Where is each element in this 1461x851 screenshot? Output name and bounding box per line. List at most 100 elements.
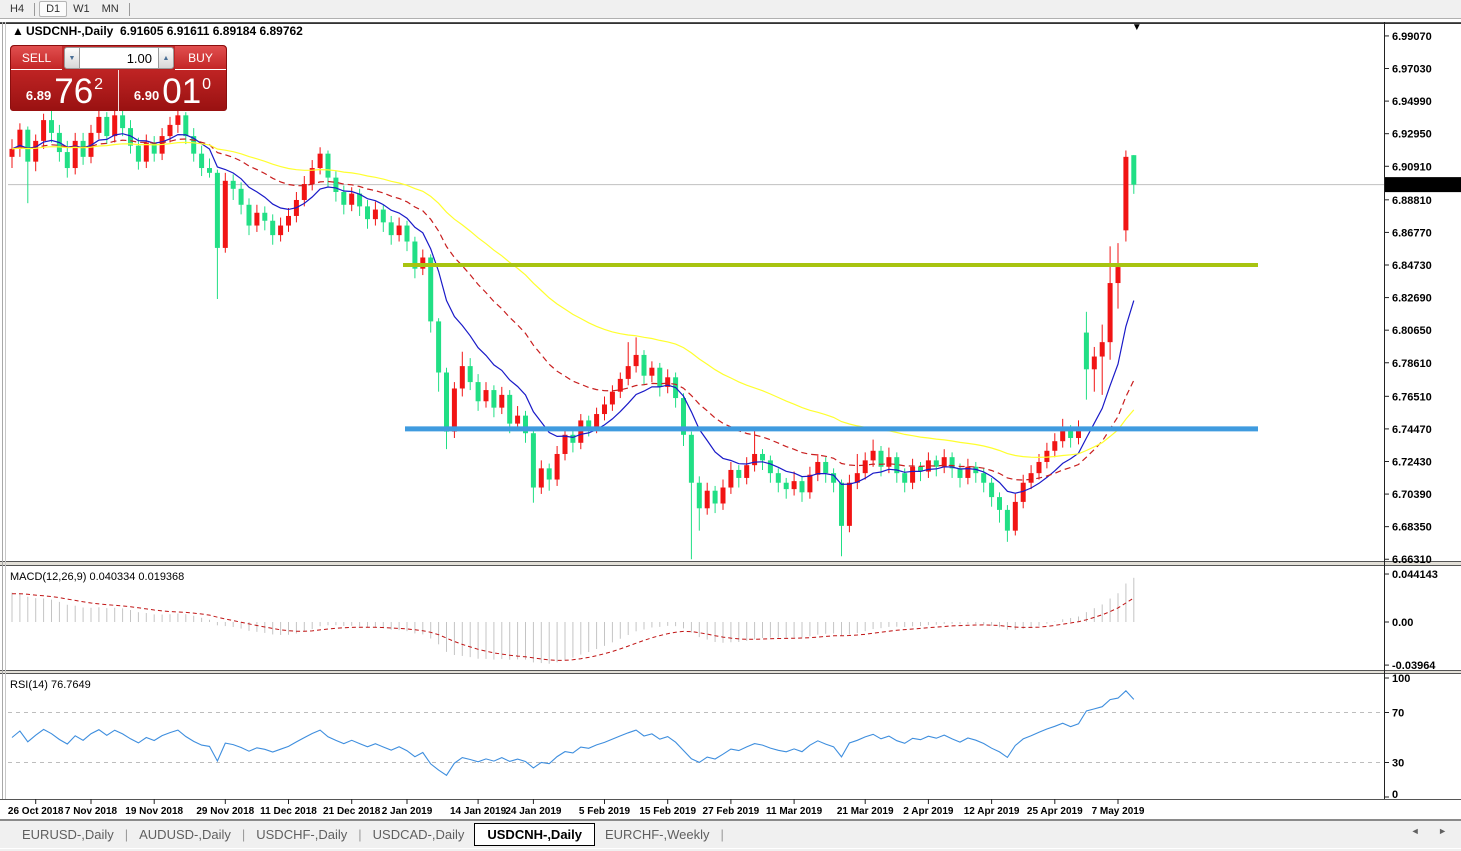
time-axis-label: 19 Nov 2018 — [125, 806, 183, 817]
candle — [744, 465, 750, 478]
timeframe-button-h4[interactable]: H4 — [10, 3, 25, 15]
candle — [1036, 461, 1042, 474]
tab-separator: | — [124, 827, 129, 842]
volume-input[interactable] — [80, 47, 158, 69]
candle — [475, 382, 481, 402]
macd-axis-label: 0.00 — [1392, 617, 1413, 629]
pane-separator[interactable] — [0, 561, 1461, 566]
candle — [720, 487, 726, 504]
candle — [846, 482, 852, 526]
tab-audusd[interactable]: AUDUSD-,Daily — [139, 827, 231, 842]
candle — [941, 457, 947, 467]
candle — [775, 473, 781, 483]
candle — [301, 184, 307, 200]
candle — [554, 453, 560, 480]
candle — [688, 434, 694, 483]
candle — [1068, 430, 1074, 439]
tab-usdcnh[interactable]: USDCNH-,Daily — [474, 823, 595, 846]
timeframe-button-mn[interactable]: MN — [101, 3, 119, 15]
candle — [404, 225, 410, 242]
tab-separator: | — [358, 827, 362, 842]
candle — [222, 180, 228, 248]
candle — [1004, 509, 1010, 531]
candle — [380, 209, 386, 223]
current-price-tag — [1385, 177, 1461, 193]
candle — [609, 391, 615, 405]
trade-panel-quotes: 6.89 76 2 6.90 01 0 — [11, 70, 226, 111]
price-axis-label: 6.90910 — [1392, 161, 1432, 173]
candle — [467, 366, 473, 383]
sell-button[interactable]: SELL — [11, 46, 62, 70]
candle — [665, 377, 671, 387]
price-axis-label: 6.82690 — [1392, 293, 1432, 305]
candle — [894, 457, 900, 474]
candle — [41, 120, 47, 141]
candle — [1020, 482, 1026, 502]
price-axis-label: 6.76510 — [1392, 391, 1432, 403]
candle — [388, 222, 394, 236]
chart-canvas[interactable]: 6.99070 6.97030 6.94990 6.92950 6.90910 6.888… — [0, 22, 1461, 820]
candle — [696, 482, 702, 509]
price-axis-label: 6.94990 — [1392, 96, 1432, 108]
timeframe-button-w1[interactable]: W1 — [73, 3, 90, 15]
candle — [997, 497, 1002, 510]
date-axis-strip — [0, 799, 1461, 820]
candle — [341, 191, 347, 205]
candle — [1115, 267, 1121, 284]
candle — [483, 390, 489, 402]
candle — [1099, 342, 1105, 357]
candle — [736, 469, 742, 478]
macd-signal-line — [12, 593, 1135, 661]
candle — [767, 460, 773, 474]
tab-usdchf[interactable]: USDCHF-,Daily — [256, 827, 348, 842]
time-axis-label: 25 Apr 2019 — [1027, 806, 1083, 817]
toolbar-separator — [34, 2, 36, 16]
sell-price[interactable]: 6.89 76 2 — [11, 70, 119, 111]
price-axis-label: 6.88810 — [1392, 195, 1432, 207]
candle — [1091, 356, 1097, 370]
candle — [333, 177, 339, 192]
tab-scroll-arrows[interactable]: ◄ ► — [1410, 826, 1455, 836]
candle — [428, 257, 434, 322]
candle — [783, 482, 789, 490]
candle — [112, 115, 118, 137]
candle — [807, 474, 813, 493]
candle — [1060, 430, 1066, 442]
buy-button[interactable]: BUY — [175, 46, 226, 70]
price-axis-label: 6.84730 — [1392, 260, 1432, 272]
time-axis-label: 12 Apr 2019 — [964, 806, 1020, 817]
candle — [641, 354, 647, 376]
sell-price-prefix: 6.89 — [25, 88, 52, 103]
candle — [799, 481, 805, 493]
timeframe-button-d1[interactable]: D1 — [39, 1, 68, 17]
tab-usdcad[interactable]: USDCAD-,Daily — [372, 827, 465, 842]
candle — [262, 212, 268, 221]
candle — [349, 193, 355, 205]
price-axis-label: 6.70390 — [1392, 489, 1432, 501]
candle — [712, 490, 718, 504]
volume-increase-button[interactable]: ▲ — [158, 47, 174, 69]
tab-eurchf[interactable]: EURCHF-,Weekly — [605, 827, 710, 842]
rsi-label: RSI(14) 76.7649 — [10, 679, 91, 691]
candle — [1052, 441, 1058, 451]
candle — [823, 461, 829, 474]
candle — [104, 116, 110, 137]
volume-decrease-button[interactable]: ▼ — [64, 47, 80, 69]
rsi-axis-label: 30 — [1392, 758, 1404, 770]
candle — [436, 321, 442, 373]
buy-price[interactable]: 6.90 01 0 — [119, 70, 226, 111]
chart-shift-marker-icon[interactable]: ▼ — [1132, 22, 1142, 33]
candle — [412, 241, 418, 269]
candle — [515, 415, 521, 424]
candle — [578, 420, 584, 443]
tab-eurusd[interactable]: EURUSD-,Daily — [22, 827, 114, 842]
tab-separator: | — [241, 827, 246, 842]
time-axis-label: 24 Jan 2019 — [505, 806, 562, 817]
panel-collapse-icon[interactable]: ▲ — [12, 24, 24, 38]
candle — [870, 450, 876, 461]
candle — [902, 473, 908, 483]
buy-price-big: 01 — [162, 72, 202, 111]
pane-separator[interactable] — [0, 670, 1461, 674]
macd-pane — [0, 566, 1461, 670]
price-axis-label: 6.66310 — [1392, 554, 1432, 566]
